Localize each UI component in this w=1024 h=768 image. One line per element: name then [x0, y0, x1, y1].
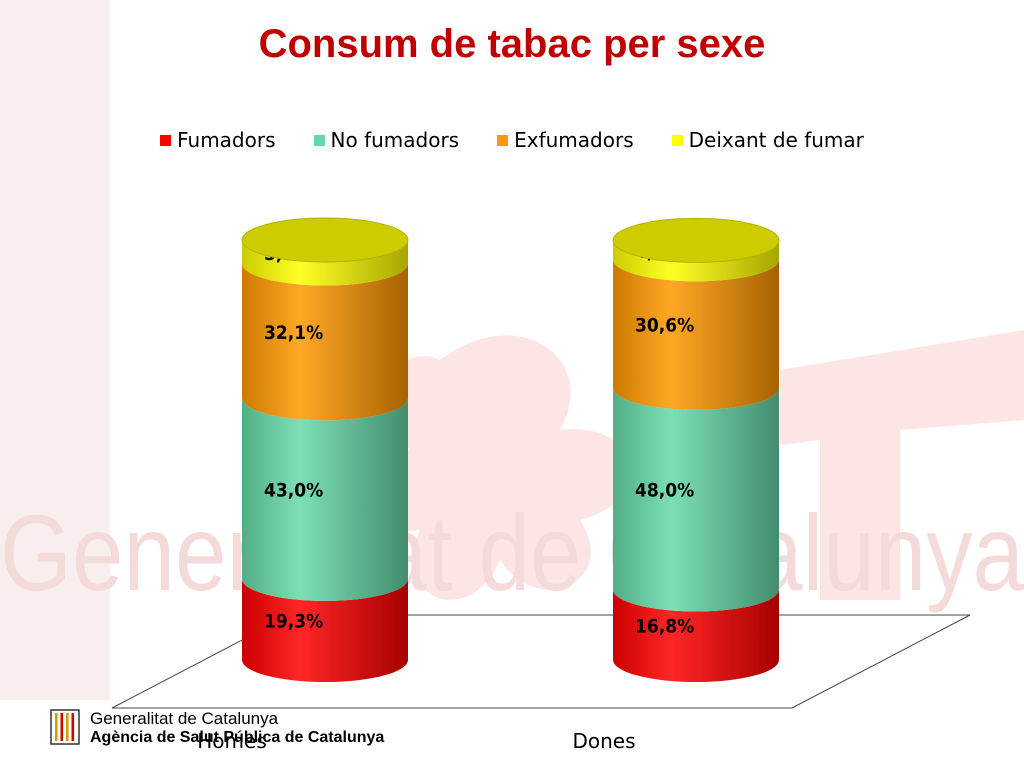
watermark-flower-shape: [354, 335, 631, 600]
legend-item: Fumadors: [160, 128, 276, 152]
bar-segment: [242, 398, 408, 601]
legend-label: Exfumadors: [514, 128, 634, 152]
data-label: 19,3%: [264, 610, 323, 632]
bar-segment: [242, 240, 408, 286]
x-tick-label: Dones: [572, 729, 635, 753]
legend-swatch: [160, 134, 172, 146]
watermark-text: Generalitat de Catalunya: [0, 492, 1024, 613]
data-label: 32,1%: [264, 322, 323, 344]
data-label: 30,6%: [635, 315, 694, 337]
legend-swatch: [313, 134, 325, 146]
footer-org-name: Generalitat de Catalunya: [90, 709, 279, 728]
legend-swatch: [497, 134, 509, 146]
data-label: 48,0%: [635, 480, 694, 502]
legend-label: No fumadors: [330, 128, 460, 152]
chart-legend: Fumadors No fumadors Exfumadors Deixant de …: [0, 128, 1024, 152]
bar-segment: [613, 240, 779, 282]
x-tick-label: Homes: [197, 729, 266, 753]
bar-segment: [242, 263, 408, 421]
bar-top-cap: [612, 217, 780, 263]
legend-item: Exfumadors: [497, 128, 634, 152]
bar-top-cap: [241, 217, 409, 263]
watermark-left-band: [0, 0, 110, 700]
bar-segment: [242, 578, 408, 682]
data-label: 16,8%: [635, 616, 694, 638]
bar-segment: [613, 387, 779, 612]
legend-label: Fumadors: [177, 128, 276, 152]
bar-segment: [613, 589, 779, 682]
footer-branding: Generalitat de Catalunya Agència de Salu…: [50, 708, 384, 748]
bar-segment: [613, 259, 779, 410]
legend-label: Deixant de fumar: [688, 128, 864, 152]
watermark-t-shape: [780, 330, 1024, 600]
legend-swatch: [671, 134, 683, 146]
legend-item: Deixant de fumar: [671, 128, 864, 152]
generalitat-logo-icon: [50, 709, 80, 745]
chart-floor: [111, 614, 971, 709]
data-label: 43,0%: [264, 480, 323, 502]
footer-agency-name: Agència de Salut Pública de Catalunya: [90, 729, 385, 746]
legend-item: No fumadors: [313, 128, 460, 152]
chart-title: Consum de tabac per sexe: [258, 22, 766, 66]
